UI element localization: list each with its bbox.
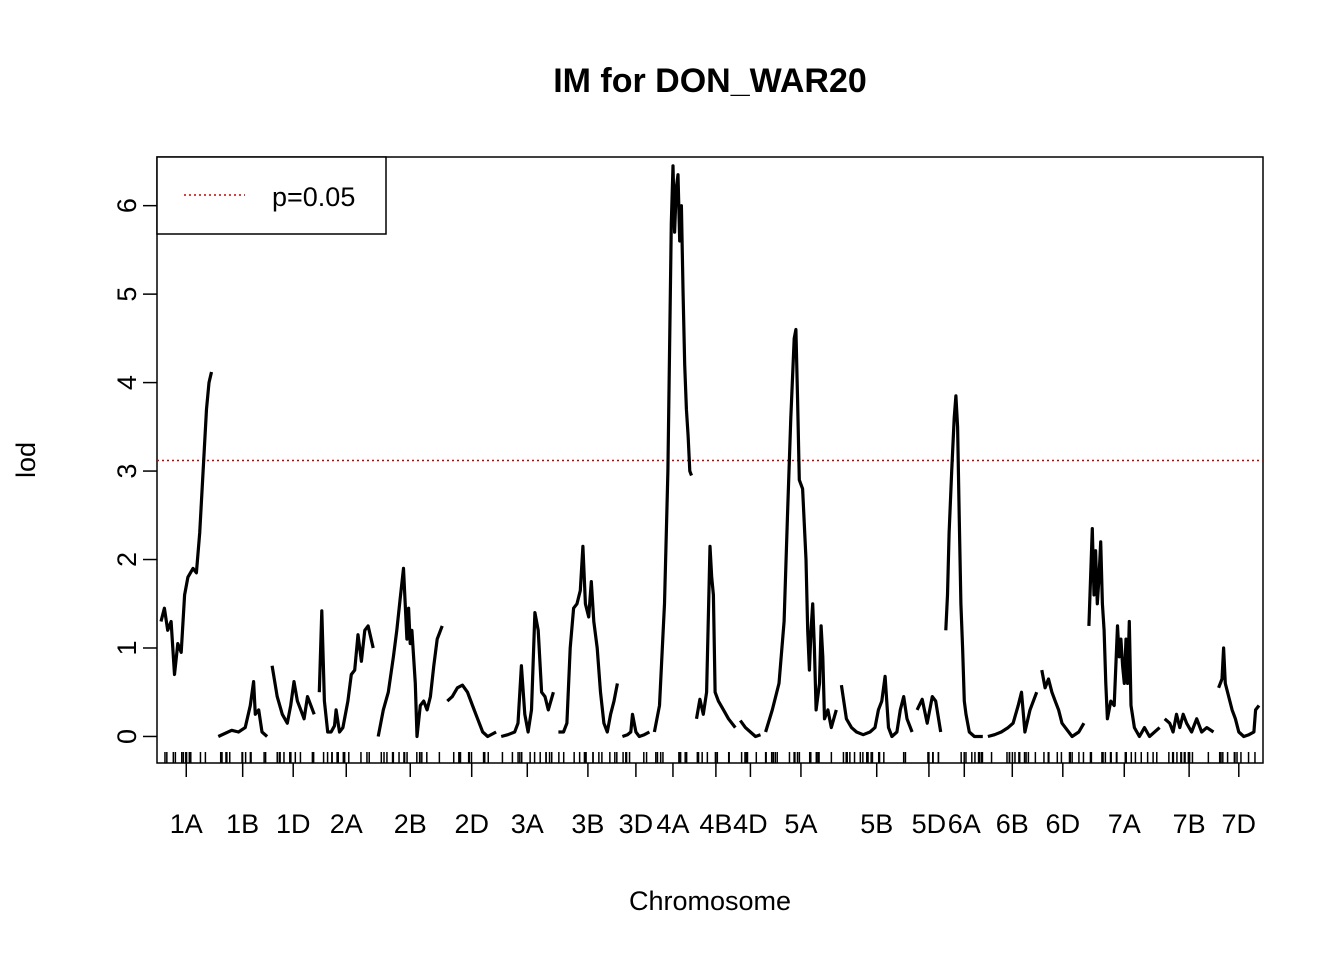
marker-rug [164, 752, 1256, 763]
x-tick-label-2D: 2D [454, 809, 489, 839]
y-tick-label: 2 [112, 552, 142, 567]
lod-line-1B [217, 679, 269, 738]
lod-line-2B [376, 566, 444, 739]
x-tick-label-3A: 3A [511, 809, 544, 839]
x-tick-label-7A: 7A [1108, 809, 1141, 839]
lod-line-1D [270, 665, 316, 725]
y-tick-label: 5 [112, 287, 142, 302]
lod-line-4D [739, 719, 762, 739]
y-tick-label: 0 [112, 729, 142, 744]
y-axis: 0 1 2 3 4 5 6 [112, 198, 157, 744]
x-tick-label-6A: 6A [948, 809, 981, 839]
y-axis-title: lod [11, 442, 41, 478]
x-tick-label-2A: 2A [330, 809, 363, 839]
x-tick-label-3D: 3D [619, 809, 654, 839]
legend-label-threshold: p=0.05 [272, 182, 355, 212]
x-tick-label-6D: 6D [1046, 809, 1081, 839]
lod-line-7B [1163, 712, 1215, 734]
lod-line-3A [500, 610, 555, 739]
x-tick-label-4D: 4D [733, 809, 768, 839]
lod-line-3D [621, 712, 651, 739]
x-tick-label-5B: 5B [860, 809, 893, 839]
x-tick-label-1A: 1A [170, 809, 203, 839]
y-tick-label: 1 [112, 640, 142, 655]
lod-line-2D [446, 683, 497, 739]
x-tick-label-4A: 4A [656, 809, 689, 839]
x-axis: 1A 1B 1D 2A 2B 2D 3A 3B 3D 4A 4B 4D 5A 5B 5D 6A 6B 6D 7A 7B… [170, 763, 1256, 839]
x-tick-label-5A: 5A [784, 809, 817, 839]
lod-line-3B [558, 544, 619, 734]
y-tick-label: 3 [112, 464, 142, 479]
lod-line-7A [1087, 526, 1161, 739]
lod-line-5B [839, 674, 914, 739]
lod-line-7D [1217, 646, 1261, 739]
x-tick-label-1D: 1D [276, 809, 311, 839]
x-tick-label-6B: 6B [996, 809, 1029, 839]
lod-line-2A [317, 609, 375, 734]
lod-line-6A [944, 394, 983, 739]
y-tick-label: 4 [112, 375, 142, 390]
x-tick-label-7B: 7B [1173, 809, 1206, 839]
lod-line-6D [1040, 669, 1086, 739]
x-tick-label-1B: 1B [226, 809, 259, 839]
x-tick-label-7D: 7D [1222, 809, 1257, 839]
x-axis-title: Chromosome [629, 886, 791, 916]
lod-line-5A [764, 327, 838, 733]
legend: p=0.05 [156, 156, 387, 235]
x-tick-label-5D: 5D [912, 809, 947, 839]
x-tick-label-4B: 4B [699, 809, 732, 839]
lod-line-5D [915, 694, 943, 733]
chart-title: IM for DON_WAR20 [553, 62, 867, 100]
lod-line-6B [987, 690, 1039, 739]
y-tick-label: 6 [112, 198, 142, 213]
lod-line-1A [159, 371, 214, 677]
lod-line-4B [694, 544, 737, 729]
x-tick-label-2B: 2B [394, 809, 427, 839]
x-tick-label-3B: 3B [571, 809, 604, 839]
lod-line-4A [652, 164, 693, 733]
lod-profile-lines [159, 164, 1261, 739]
